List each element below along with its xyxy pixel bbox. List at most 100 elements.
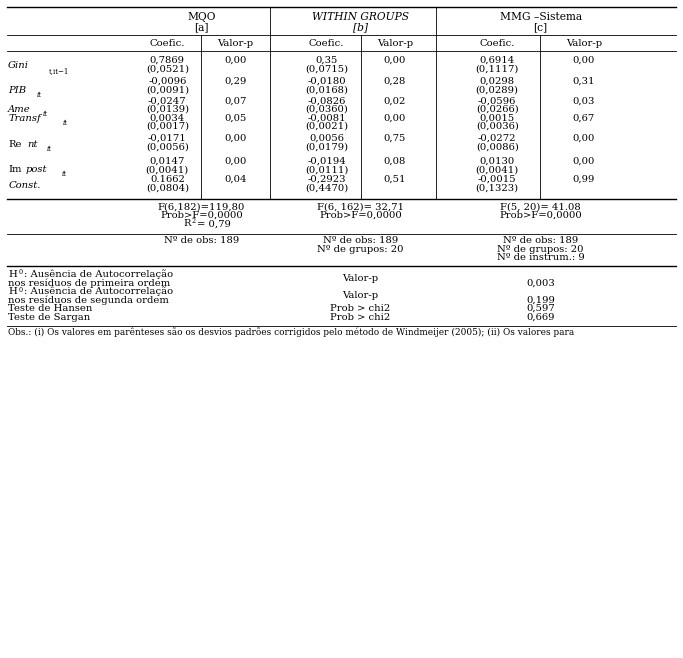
Text: (0,4470): (0,4470) xyxy=(305,184,348,193)
Text: (0,0289): (0,0289) xyxy=(476,86,518,95)
Text: (0,0168): (0,0168) xyxy=(305,86,348,95)
Text: 0,03: 0,03 xyxy=(573,96,595,105)
Text: Nº de grupos: 20: Nº de grupos: 20 xyxy=(318,245,404,254)
Text: nos resíduos de primeira ordem: nos resíduos de primeira ordem xyxy=(8,278,171,288)
Text: Nº de obs: 189: Nº de obs: 189 xyxy=(323,236,398,245)
Text: (0,0715): (0,0715) xyxy=(305,64,348,74)
Text: [c]: [c] xyxy=(533,22,548,33)
Text: Prob>F=0,0000: Prob>F=0,0000 xyxy=(160,211,243,220)
Text: MMG –Sistema: MMG –Sistema xyxy=(499,12,582,22)
Text: 0,00: 0,00 xyxy=(384,56,406,65)
Text: (0,0521): (0,0521) xyxy=(145,64,189,74)
Text: 0,00: 0,00 xyxy=(573,56,595,65)
Text: 0,00: 0,00 xyxy=(225,134,247,143)
Text: Valor-p: Valor-p xyxy=(343,291,378,300)
Text: (0,0360): (0,0360) xyxy=(305,105,348,114)
Text: 0,31: 0,31 xyxy=(573,77,595,86)
Text: Nº de obs: 189: Nº de obs: 189 xyxy=(164,236,239,245)
Text: Coefic.: Coefic. xyxy=(309,39,344,48)
Text: (0,1117): (0,1117) xyxy=(475,64,519,74)
Text: 0.1662: 0.1662 xyxy=(150,175,185,184)
Text: Teste de Hansen: Teste de Hansen xyxy=(8,304,93,313)
Text: H: H xyxy=(8,287,17,296)
Text: 0,35: 0,35 xyxy=(316,56,337,65)
Text: (0,1323): (0,1323) xyxy=(475,184,519,193)
Text: Re: Re xyxy=(8,139,22,149)
Text: (0,0056): (0,0056) xyxy=(146,142,189,151)
Text: -0,0596: -0,0596 xyxy=(478,96,516,105)
Text: 2: 2 xyxy=(192,217,196,225)
Text: -0,0180: -0,0180 xyxy=(307,77,346,86)
Text: WITHIN GROUPS: WITHIN GROUPS xyxy=(312,12,409,22)
Text: Nº de grupos: 20: Nº de grupos: 20 xyxy=(497,245,584,254)
Text: -0,0826: -0,0826 xyxy=(307,96,346,105)
Text: 0,0056: 0,0056 xyxy=(309,134,344,143)
Text: F(6, 162)= 32,71: F(6, 162)= 32,71 xyxy=(317,202,404,211)
Text: 0,05: 0,05 xyxy=(225,113,247,122)
Text: 0,75: 0,75 xyxy=(384,134,406,143)
Text: Coefic.: Coefic. xyxy=(479,39,515,48)
Text: 0,51: 0,51 xyxy=(384,175,406,184)
Text: (0,0179): (0,0179) xyxy=(305,142,348,151)
Text: (0,0804): (0,0804) xyxy=(145,184,189,193)
Text: Obs.: (i) Os valores em parênteses são os desvios padrões corrigidos pelo método: Obs.: (i) Os valores em parênteses são o… xyxy=(8,328,574,337)
Text: 0,28: 0,28 xyxy=(384,77,406,86)
Text: -0,0081: -0,0081 xyxy=(307,113,346,122)
Text: 0,02: 0,02 xyxy=(384,96,406,105)
Text: (0,0111): (0,0111) xyxy=(305,165,348,174)
Text: PIB: PIB xyxy=(8,86,27,95)
Text: Nº de obs: 189: Nº de obs: 189 xyxy=(503,236,579,245)
Text: it: it xyxy=(61,170,67,178)
Text: Valor-p: Valor-p xyxy=(377,39,413,48)
Text: (0,0086): (0,0086) xyxy=(476,142,518,151)
Text: (0,0021): (0,0021) xyxy=(305,122,348,131)
Text: F(5, 20)= 41.08: F(5, 20)= 41.08 xyxy=(500,202,581,211)
Text: Valor-p: Valor-p xyxy=(566,39,602,48)
Text: Prob > chi2: Prob > chi2 xyxy=(331,313,391,322)
Text: (0,0036): (0,0036) xyxy=(476,122,518,131)
Text: F(6,182)=119,80: F(6,182)=119,80 xyxy=(158,202,245,211)
Text: 0,597: 0,597 xyxy=(526,304,555,313)
Text: -0,0247: -0,0247 xyxy=(148,96,186,105)
Text: Valor-p: Valor-p xyxy=(343,274,378,283)
Text: 0,0015: 0,0015 xyxy=(479,113,515,122)
Text: H: H xyxy=(8,270,17,279)
Text: t,it−1: t,it−1 xyxy=(48,67,69,75)
Text: 0,00: 0,00 xyxy=(225,157,247,166)
Text: -0,0194: -0,0194 xyxy=(307,157,346,166)
Text: it: it xyxy=(46,145,52,153)
Text: [b]: [b] xyxy=(353,22,368,33)
Text: : Ausência de Autocorrelação: : Ausência de Autocorrelação xyxy=(24,287,173,296)
Text: it: it xyxy=(62,119,68,127)
Text: (0,0041): (0,0041) xyxy=(475,165,519,174)
Text: -0,0015: -0,0015 xyxy=(478,175,516,184)
Text: 0,0130: 0,0130 xyxy=(479,157,515,166)
Text: it: it xyxy=(42,110,48,118)
Text: -0,2923: -0,2923 xyxy=(307,175,346,184)
Text: 0,003: 0,003 xyxy=(526,278,555,288)
Text: Ame: Ame xyxy=(8,105,31,114)
Text: (0,0041): (0,0041) xyxy=(145,165,189,174)
Text: 0,6914: 0,6914 xyxy=(479,56,515,65)
Text: Coefic.: Coefic. xyxy=(150,39,185,48)
Text: 0,669: 0,669 xyxy=(527,313,555,322)
Text: = 0,79: = 0,79 xyxy=(197,219,231,228)
Text: Prob>F=0,0000: Prob>F=0,0000 xyxy=(319,211,402,220)
Text: 0,99: 0,99 xyxy=(573,175,595,184)
Text: Prob > chi2: Prob > chi2 xyxy=(331,304,391,313)
Text: (0,0139): (0,0139) xyxy=(145,105,189,114)
Text: Nº de instrum.: 9: Nº de instrum.: 9 xyxy=(497,253,585,263)
Text: it: it xyxy=(37,91,42,99)
Text: 0: 0 xyxy=(19,286,23,293)
Text: 0,00: 0,00 xyxy=(573,134,595,143)
Text: 0,0034: 0,0034 xyxy=(150,113,185,122)
Text: Teste de Sargan: Teste de Sargan xyxy=(8,313,90,322)
Text: 0,07: 0,07 xyxy=(225,96,247,105)
Text: nt: nt xyxy=(27,139,38,149)
Text: -0,0272: -0,0272 xyxy=(478,134,516,143)
Text: 0,0147: 0,0147 xyxy=(150,157,185,166)
Text: Const.: Const. xyxy=(8,181,40,190)
Text: 0,67: 0,67 xyxy=(573,113,595,122)
Text: post: post xyxy=(26,165,47,174)
Text: Gini: Gini xyxy=(8,61,29,70)
